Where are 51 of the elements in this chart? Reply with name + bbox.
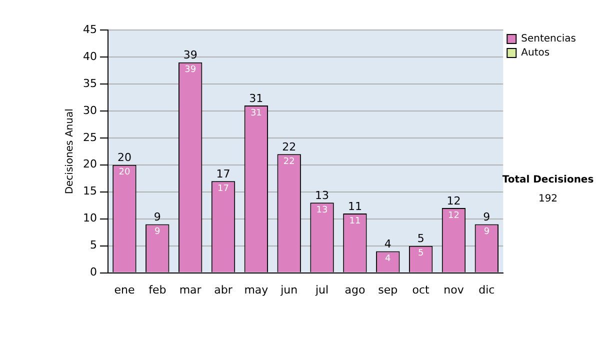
data-label: 4 xyxy=(385,254,392,264)
y-tick-label: 30 xyxy=(82,104,97,117)
y-tick-label: 35 xyxy=(82,76,97,90)
y-tick-label: 5 xyxy=(90,238,97,252)
x-tick-label: jun xyxy=(280,283,298,296)
x-tick-label: mar xyxy=(179,283,202,296)
data-label: 13 xyxy=(316,206,328,216)
y-axis-title: Decisiones Anual xyxy=(64,108,76,194)
data-label: 22 xyxy=(283,156,295,167)
data-label: 31 xyxy=(250,108,262,118)
x-tick-label: nov xyxy=(444,283,464,296)
total-label: 17 xyxy=(216,167,230,180)
total-label: 11 xyxy=(348,200,362,213)
text: 192 xyxy=(538,194,558,205)
y-tick-label: 25 xyxy=(82,130,97,144)
y-tick-label: 40 xyxy=(82,50,97,63)
x-tick-label: ago xyxy=(344,283,366,296)
x-tick-label: may xyxy=(244,283,269,296)
data-label: 9 xyxy=(154,227,161,238)
y-tick-label: 20 xyxy=(82,158,97,171)
x-tick-label: abr xyxy=(214,283,233,296)
total-label: 39 xyxy=(183,48,198,62)
data-label: 17 xyxy=(218,184,229,194)
annotation: Total Decisiones xyxy=(502,174,594,186)
total-label: 5 xyxy=(417,232,424,246)
x-tick-label: dic xyxy=(478,283,495,296)
total-label: 9 xyxy=(154,210,161,224)
data-label: 39 xyxy=(184,65,196,76)
total-label: 13 xyxy=(315,189,330,202)
x-tick-label: oct xyxy=(412,283,430,296)
data-label: 20 xyxy=(118,168,130,178)
data-label: 9 xyxy=(484,227,490,238)
x-tick-label: jul xyxy=(314,283,329,296)
legend-label: Sentencias xyxy=(521,34,576,45)
total-label: 31 xyxy=(249,92,264,105)
total-label: 12 xyxy=(446,194,461,208)
total-label: 4 xyxy=(384,238,392,251)
y-tick-label: 15 xyxy=(82,184,97,198)
y-tick-label: 10 xyxy=(82,212,97,225)
y-tick-label: 0 xyxy=(90,266,97,279)
x-tick-label: feb xyxy=(148,283,166,296)
data-label: 11 xyxy=(349,216,361,226)
legend-label: Autos xyxy=(521,48,550,59)
x-tick-label: ene xyxy=(114,283,135,296)
total-label: 9 xyxy=(483,210,490,224)
total-label: 22 xyxy=(282,140,296,154)
x-tick-label: sep xyxy=(378,283,398,296)
total-label: 20 xyxy=(117,151,132,164)
data-label: 12 xyxy=(448,210,460,221)
y-tick-label: 45 xyxy=(82,22,97,36)
data-label: 5 xyxy=(418,248,424,259)
